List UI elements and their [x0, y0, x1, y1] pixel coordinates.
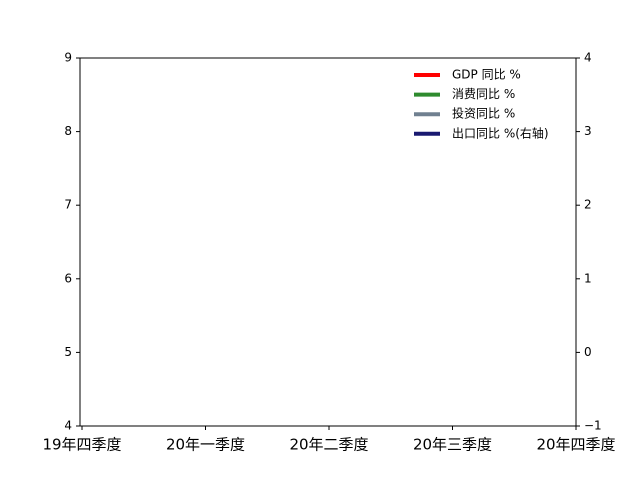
- y2-tick-label: 1: [584, 271, 592, 285]
- legend-label: GDP 同比 %: [452, 68, 521, 82]
- y-tick-label: 7: [64, 198, 72, 212]
- legend-label: 出口同比 %(右轴): [452, 125, 549, 140]
- y-tick-label: 6: [64, 271, 72, 285]
- y2-tick-label: −1: [584, 419, 602, 433]
- x-tick-label: 20年四季度: [536, 436, 615, 454]
- x-tick-label: 20年一季度: [166, 436, 245, 454]
- x-tick-label: 20年三季度: [413, 436, 492, 454]
- y-tick-label: 8: [64, 124, 72, 138]
- y2-tick-label: 0: [584, 345, 592, 359]
- y2-tick-label: 3: [584, 124, 592, 138]
- legend-label: 投资同比 %: [452, 106, 515, 121]
- y2-tick-label: 2: [584, 198, 592, 212]
- y2-tick-label: 4: [584, 51, 592, 65]
- x-tick-label: 19年四季度: [42, 436, 121, 454]
- y-tick-label: 4: [64, 419, 72, 433]
- y-tick-label: 5: [64, 345, 72, 359]
- legend-label: 消费同比 %: [452, 87, 515, 101]
- plot-frame: [79, 57, 577, 427]
- x-tick-label: 20年二季度: [289, 436, 368, 454]
- y-tick-label: 9: [64, 51, 72, 65]
